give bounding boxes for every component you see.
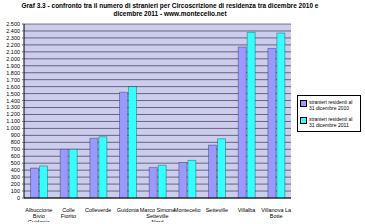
svg-text:1.100: 1.100 xyxy=(8,118,20,124)
svg-text:1.300: 1.300 xyxy=(8,104,20,110)
html-text:Graf 3.3 - confronto tra il nu: Graf 3.3 - confronto tra il numero di st… xyxy=(21,2,319,17)
svg-text:1.400: 1.400 xyxy=(8,98,20,104)
html-text:stranieri residenti al 31 dice: stranieri residenti al 31 dicembre 2011 xyxy=(309,116,353,128)
svg-text:Marco SimoneSettevilleNord: Marco SimoneSettevilleNord xyxy=(140,207,175,222)
svg-text:2.400: 2.400 xyxy=(8,28,20,34)
svg-text:Colleverde: Colleverde xyxy=(85,207,111,213)
svg-text:400: 400 xyxy=(11,167,20,173)
svg-text:1.600: 1.600 xyxy=(8,84,20,90)
svg-text:1.800: 1.800 xyxy=(8,70,20,76)
svg-text:1.900: 1.900 xyxy=(8,63,20,69)
svg-text:2.100: 2.100 xyxy=(8,49,20,55)
svg-text:200: 200 xyxy=(11,181,20,187)
svg-text:Villalba: Villalba xyxy=(238,207,257,213)
svg-text:300: 300 xyxy=(11,174,20,180)
svg-text:500: 500 xyxy=(11,160,20,166)
html-text:stranieri residenti al 31 dice: stranieri residenti al 31 dicembre 2010 xyxy=(309,99,353,111)
svg-text:0: 0 xyxy=(17,195,20,201)
svg-text:2.500: 2.500 xyxy=(8,21,20,27)
svg-text:1.700: 1.700 xyxy=(8,77,20,83)
svg-text:Villanova LaBotte: Villanova LaBotte xyxy=(261,207,292,219)
svg-text:Setteville: Setteville xyxy=(206,207,228,213)
svg-text:AlbuccioneBivioGuidonia: AlbuccioneBivioGuidonia xyxy=(25,207,52,222)
svg-text:100: 100 xyxy=(11,188,20,194)
svg-text:2.300: 2.300 xyxy=(8,35,20,41)
svg-text:900: 900 xyxy=(11,132,20,138)
svg-text:1.000: 1.000 xyxy=(8,125,20,131)
svg-text:700: 700 xyxy=(11,146,20,152)
svg-text:1.500: 1.500 xyxy=(8,91,20,97)
svg-text:800: 800 xyxy=(11,139,20,145)
svg-text:2.200: 2.200 xyxy=(8,42,20,48)
svg-text:Montecelio: Montecelio xyxy=(174,207,201,213)
svg-text:600: 600 xyxy=(11,153,20,159)
svg-text:2.000: 2.000 xyxy=(8,56,20,62)
svg-text:1.200: 1.200 xyxy=(8,111,20,117)
svg-text:Guidonia: Guidonia xyxy=(117,207,140,213)
svg-text:ColleFiorito: ColleFiorito xyxy=(61,207,76,219)
